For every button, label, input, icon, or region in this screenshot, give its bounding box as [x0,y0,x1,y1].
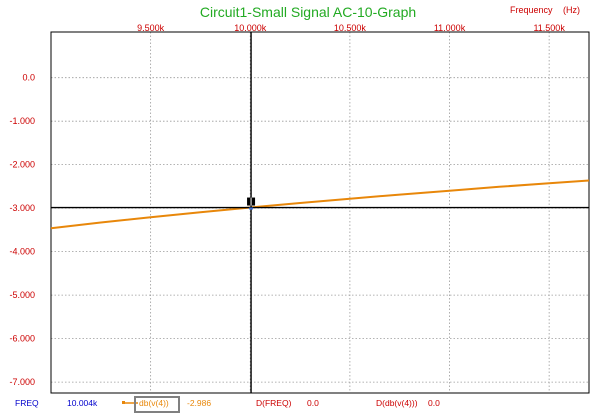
y-tick-label: -3.000 [9,203,35,213]
freq-label: FREQ [15,398,39,408]
series-line-db-v4 [51,181,589,229]
trace-label[interactable]: db(v(4)) [139,398,169,408]
x-axis-unit: (Hz) [563,5,580,15]
trace-value: -2.986 [187,398,211,408]
dtrace-label: D(db(v(4))) [376,398,418,408]
series-layer [51,181,589,229]
dtrace-value: 0.0 [428,398,440,408]
chart-title: Circuit1-Small Signal AC-10-Graph [200,4,416,20]
dfreq-label: D(FREQ) [256,398,292,408]
y-axis-ticks: 0.0 -1.000 -2.000 -3.000 -4.000 -5.000 -6.000 -… [9,73,35,387]
status-bar: FREQ 10.004k db(v(4)) -2.986 D(FREQ) 0.0… [15,397,440,412]
trace-legend-marker [122,401,125,404]
y-tick-label: -5.000 [9,290,35,300]
grid [51,32,589,393]
y-tick-label: -7.000 [9,377,35,387]
freq-value: 10.004k [67,398,98,408]
y-tick-label: -2.000 [9,160,35,170]
y-tick-label: -6.000 [9,334,35,344]
y-tick-label: -1.000 [9,116,35,126]
y-tick-label: 0.0 [22,73,35,83]
x-axis-label: Frequency [510,5,553,15]
y-tick-label: -4.000 [9,247,35,257]
dfreq-value: 0.0 [307,398,319,408]
